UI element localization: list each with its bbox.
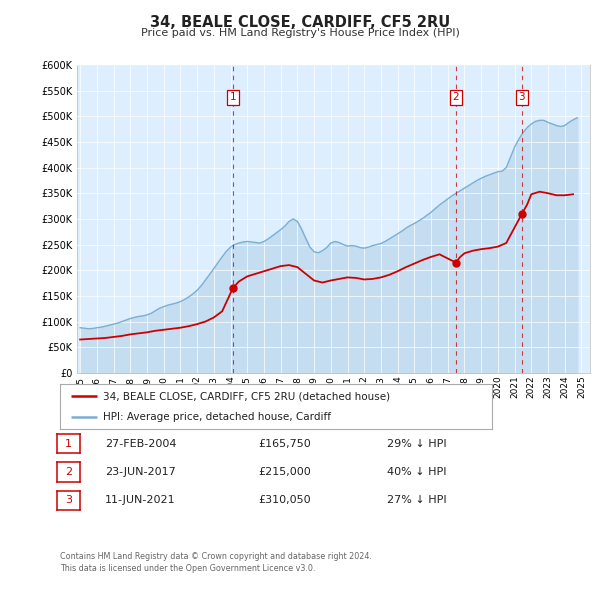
Text: 34, BEALE CLOSE, CARDIFF, CF5 2RU (detached house): 34, BEALE CLOSE, CARDIFF, CF5 2RU (detac… [103,391,391,401]
Text: 34, BEALE CLOSE, CARDIFF, CF5 2RU: 34, BEALE CLOSE, CARDIFF, CF5 2RU [150,15,450,30]
Text: 2: 2 [65,467,72,477]
Text: 3: 3 [65,496,72,505]
Text: 3: 3 [518,92,525,102]
Text: Contains HM Land Registry data © Crown copyright and database right 2024.
This d: Contains HM Land Registry data © Crown c… [60,552,372,573]
Text: 27-FEB-2004: 27-FEB-2004 [105,439,176,448]
Text: 1: 1 [230,92,236,102]
Text: £165,750: £165,750 [258,439,311,448]
Text: Price paid vs. HM Land Registry's House Price Index (HPI): Price paid vs. HM Land Registry's House … [140,28,460,38]
Text: £310,050: £310,050 [258,496,311,505]
Text: 11-JUN-2021: 11-JUN-2021 [105,496,176,505]
Text: 40% ↓ HPI: 40% ↓ HPI [387,467,446,477]
Text: 1: 1 [65,439,72,448]
Text: £215,000: £215,000 [258,467,311,477]
Text: 23-JUN-2017: 23-JUN-2017 [105,467,176,477]
Text: 29% ↓ HPI: 29% ↓ HPI [387,439,446,448]
Text: 2: 2 [452,92,459,102]
Text: 27% ↓ HPI: 27% ↓ HPI [387,496,446,505]
Text: HPI: Average price, detached house, Cardiff: HPI: Average price, detached house, Card… [103,412,331,422]
